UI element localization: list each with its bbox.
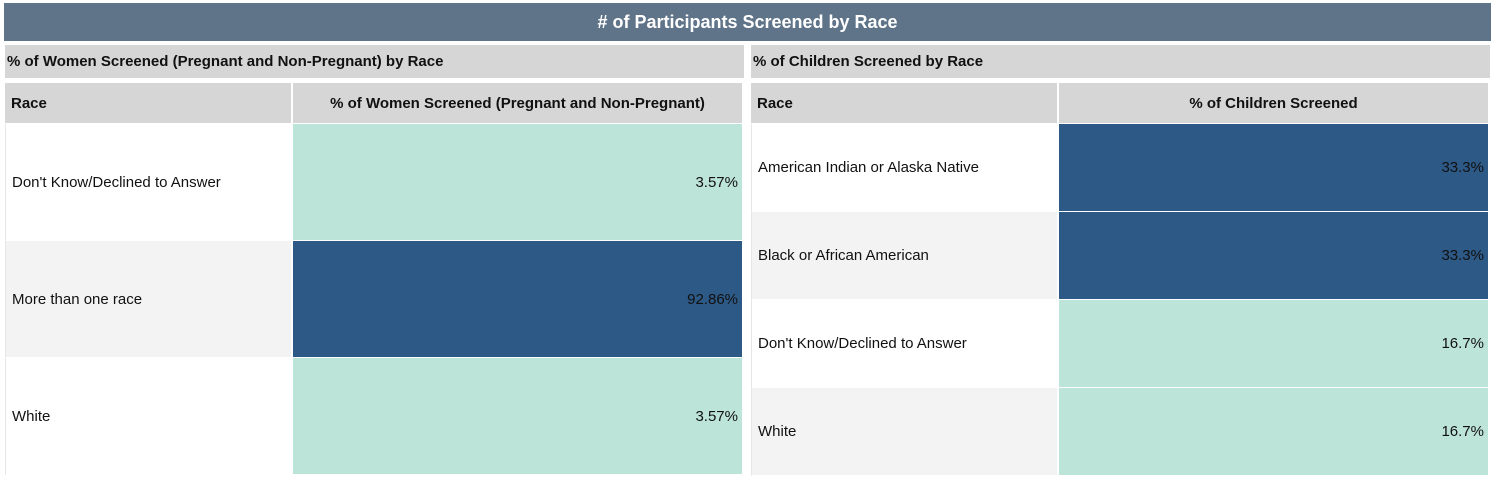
children-table-row: Don't Know/Declined to Answer 16.7%	[751, 300, 1490, 388]
women-percent-cell[interactable]: 3.57%	[293, 124, 744, 241]
children-race-cell[interactable]: Black or African American	[751, 212, 1059, 300]
women-table-row: White 3.57%	[5, 358, 744, 475]
children-race-cell[interactable]: American Indian or Alaska Native	[751, 124, 1059, 212]
children-race-column-header[interactable]: Race	[751, 83, 1059, 124]
women-table-row: More than one race 92.86%	[5, 241, 744, 358]
women-race-cell[interactable]: White	[5, 358, 293, 475]
children-percent-cell[interactable]: 16.7%	[1059, 300, 1490, 388]
children-percent-cell[interactable]: 16.7%	[1059, 388, 1490, 476]
women-panel-title: % of Women Screened (Pregnant and Non-Pr…	[5, 45, 744, 78]
children-percent-cell[interactable]: 33.3%	[1059, 124, 1490, 212]
women-percent-cell[interactable]: 92.86%	[293, 241, 744, 358]
children-race-cell[interactable]: White	[751, 388, 1059, 476]
children-screened-table: Race % of Children Screened American Ind…	[751, 83, 1490, 476]
children-table-row: White 16.7%	[751, 388, 1490, 476]
women-screened-table: Race % of Women Screened (Pregnant and N…	[5, 83, 744, 475]
women-screened-panel: % of Women Screened (Pregnant and Non-Pr…	[5, 45, 744, 475]
children-race-cell[interactable]: Don't Know/Declined to Answer	[751, 300, 1059, 388]
women-race-column-header[interactable]: Race	[5, 83, 293, 124]
women-race-cell[interactable]: Don't Know/Declined to Answer	[5, 124, 293, 241]
children-percent-column-header[interactable]: % of Children Screened	[1059, 83, 1490, 124]
children-panel-title: % of Children Screened by Race	[751, 45, 1490, 78]
women-table-row: Don't Know/Declined to Answer 3.57%	[5, 124, 744, 241]
women-percent-cell[interactable]: 3.57%	[293, 358, 744, 475]
children-percent-cell[interactable]: 33.3%	[1059, 212, 1490, 300]
women-percent-column-header[interactable]: % of Women Screened (Pregnant and Non-Pr…	[293, 83, 744, 124]
children-table-row: American Indian or Alaska Native 33.3%	[751, 124, 1490, 212]
dashboard-title: # of Participants Screened by Race	[4, 3, 1491, 41]
children-screened-panel: % of Children Screened by Race Race % of…	[751, 45, 1490, 476]
children-table-row: Black or African American 33.3%	[751, 212, 1490, 300]
women-race-cell[interactable]: More than one race	[5, 241, 293, 358]
